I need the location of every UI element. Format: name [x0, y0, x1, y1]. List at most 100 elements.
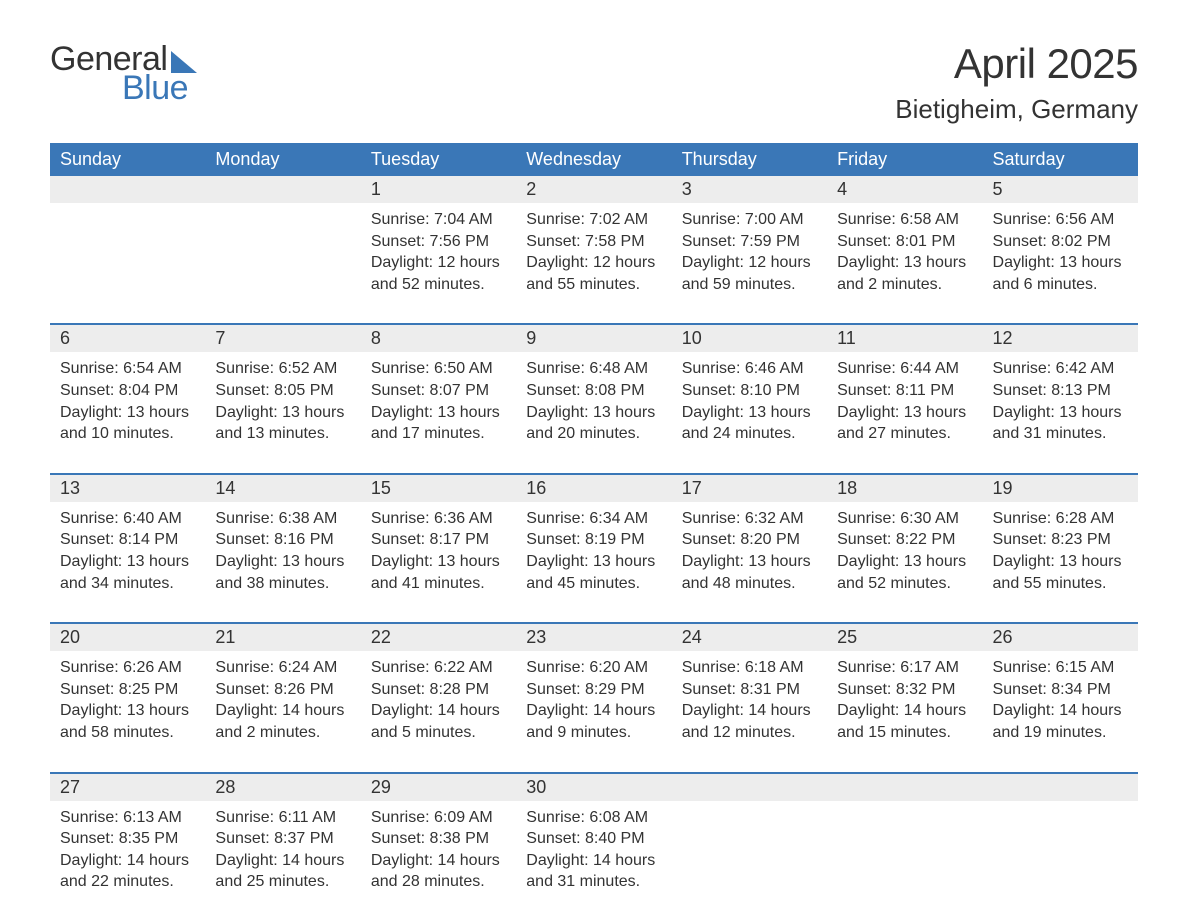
sunset-text: Sunset: 8:17 PM	[371, 529, 506, 551]
day-number: 27	[50, 773, 205, 801]
sunrise-text: Sunrise: 6:36 AM	[371, 508, 506, 530]
dl2-text: and 25 minutes.	[215, 871, 350, 893]
day-detail-row: Sunrise: 6:54 AMSunset: 8:04 PMDaylight:…	[50, 352, 1138, 473]
sunrise-text: Sunrise: 6:44 AM	[837, 358, 972, 380]
sunset-text: Sunset: 8:37 PM	[215, 828, 350, 850]
sunrise-text: Sunrise: 6:32 AM	[682, 508, 817, 530]
day-number: 6	[50, 324, 205, 352]
dl1-text: Daylight: 13 hours	[215, 551, 350, 573]
day-detail-cell: Sunrise: 6:36 AMSunset: 8:17 PMDaylight:…	[361, 502, 516, 623]
dl2-text: and 38 minutes.	[215, 573, 350, 595]
day-number: 4	[827, 176, 982, 203]
dl2-text: and 2 minutes.	[215, 722, 350, 744]
day-number: 15	[361, 474, 516, 502]
day-number: 28	[205, 773, 360, 801]
day-number-row: 20212223242526	[50, 623, 1138, 651]
dl1-text: Daylight: 14 hours	[526, 700, 661, 722]
dl1-text: Daylight: 13 hours	[837, 402, 972, 424]
dl2-text: and 55 minutes.	[993, 573, 1128, 595]
sunrise-text: Sunrise: 6:18 AM	[682, 657, 817, 679]
dl2-text: and 31 minutes.	[526, 871, 661, 893]
day-detail-cell	[983, 801, 1138, 921]
day-number: 13	[50, 474, 205, 502]
sunset-text: Sunset: 8:20 PM	[682, 529, 817, 551]
day-detail-cell	[50, 203, 205, 324]
sunset-text: Sunset: 8:01 PM	[837, 231, 972, 253]
day-detail-cell: Sunrise: 6:08 AMSunset: 8:40 PMDaylight:…	[516, 801, 671, 921]
day-number: 3	[672, 176, 827, 203]
sunrise-text: Sunrise: 6:52 AM	[215, 358, 350, 380]
dl2-text: and 59 minutes.	[682, 274, 817, 296]
sunset-text: Sunset: 8:29 PM	[526, 679, 661, 701]
sunset-text: Sunset: 8:32 PM	[837, 679, 972, 701]
col-saturday: Saturday	[983, 143, 1138, 176]
dl1-text: Daylight: 13 hours	[60, 402, 195, 424]
day-number: 18	[827, 474, 982, 502]
day-detail-cell: Sunrise: 6:22 AMSunset: 8:28 PMDaylight:…	[361, 651, 516, 772]
sunset-text: Sunset: 8:16 PM	[215, 529, 350, 551]
day-detail-cell: Sunrise: 6:40 AMSunset: 8:14 PMDaylight:…	[50, 502, 205, 623]
dl2-text: and 52 minutes.	[371, 274, 506, 296]
day-number	[205, 176, 360, 203]
dl2-text: and 48 minutes.	[682, 573, 817, 595]
day-detail-cell: Sunrise: 6:15 AMSunset: 8:34 PMDaylight:…	[983, 651, 1138, 772]
sunrise-text: Sunrise: 6:17 AM	[837, 657, 972, 679]
dl2-text: and 28 minutes.	[371, 871, 506, 893]
sunset-text: Sunset: 7:59 PM	[682, 231, 817, 253]
day-number: 7	[205, 324, 360, 352]
sunset-text: Sunset: 8:34 PM	[993, 679, 1128, 701]
sunset-text: Sunset: 8:04 PM	[60, 380, 195, 402]
dl2-text: and 55 minutes.	[526, 274, 661, 296]
day-detail-cell: Sunrise: 6:42 AMSunset: 8:13 PMDaylight:…	[983, 352, 1138, 473]
sunset-text: Sunset: 7:58 PM	[526, 231, 661, 253]
header: General Blue April 2025 Bietigheim, Germ…	[50, 40, 1138, 125]
day-number: 1	[361, 176, 516, 203]
sunrise-text: Sunrise: 6:09 AM	[371, 807, 506, 829]
dl2-text: and 13 minutes.	[215, 423, 350, 445]
day-detail-cell: Sunrise: 6:58 AMSunset: 8:01 PMDaylight:…	[827, 203, 982, 324]
dl1-text: Daylight: 13 hours	[60, 551, 195, 573]
month-title: April 2025	[895, 40, 1138, 88]
sunrise-text: Sunrise: 7:02 AM	[526, 209, 661, 231]
day-detail-cell: Sunrise: 6:56 AMSunset: 8:02 PMDaylight:…	[983, 203, 1138, 324]
sunrise-text: Sunrise: 6:50 AM	[371, 358, 506, 380]
day-detail-cell: Sunrise: 6:54 AMSunset: 8:04 PMDaylight:…	[50, 352, 205, 473]
dl1-text: Daylight: 12 hours	[682, 252, 817, 274]
day-detail-cell: Sunrise: 6:17 AMSunset: 8:32 PMDaylight:…	[827, 651, 982, 772]
day-number: 21	[205, 623, 360, 651]
dl2-text: and 31 minutes.	[993, 423, 1128, 445]
day-detail-cell: Sunrise: 6:28 AMSunset: 8:23 PMDaylight:…	[983, 502, 1138, 623]
day-number	[672, 773, 827, 801]
sunrise-text: Sunrise: 6:48 AM	[526, 358, 661, 380]
dl2-text: and 27 minutes.	[837, 423, 972, 445]
dl1-text: Daylight: 13 hours	[371, 551, 506, 573]
day-number	[983, 773, 1138, 801]
dl2-text: and 24 minutes.	[682, 423, 817, 445]
dl1-text: Daylight: 12 hours	[371, 252, 506, 274]
dl2-text: and 20 minutes.	[526, 423, 661, 445]
day-detail-cell: Sunrise: 7:00 AMSunset: 7:59 PMDaylight:…	[672, 203, 827, 324]
day-number: 11	[827, 324, 982, 352]
dl1-text: Daylight: 13 hours	[215, 402, 350, 424]
sunrise-text: Sunrise: 6:15 AM	[993, 657, 1128, 679]
dl2-text: and 58 minutes.	[60, 722, 195, 744]
day-detail-cell	[827, 801, 982, 921]
sunrise-text: Sunrise: 6:24 AM	[215, 657, 350, 679]
dl1-text: Daylight: 14 hours	[215, 700, 350, 722]
sunrise-text: Sunrise: 6:11 AM	[215, 807, 350, 829]
day-detail-row: Sunrise: 7:04 AMSunset: 7:56 PMDaylight:…	[50, 203, 1138, 324]
dl2-text: and 5 minutes.	[371, 722, 506, 744]
col-monday: Monday	[205, 143, 360, 176]
day-number: 26	[983, 623, 1138, 651]
sunset-text: Sunset: 8:22 PM	[837, 529, 972, 551]
sunset-text: Sunset: 8:10 PM	[682, 380, 817, 402]
day-detail-cell: Sunrise: 6:52 AMSunset: 8:05 PMDaylight:…	[205, 352, 360, 473]
day-number: 29	[361, 773, 516, 801]
sunrise-text: Sunrise: 6:26 AM	[60, 657, 195, 679]
day-detail-cell: Sunrise: 6:50 AMSunset: 8:07 PMDaylight:…	[361, 352, 516, 473]
dl1-text: Daylight: 14 hours	[837, 700, 972, 722]
day-number: 9	[516, 324, 671, 352]
sunrise-text: Sunrise: 6:38 AM	[215, 508, 350, 530]
sunrise-text: Sunrise: 6:42 AM	[993, 358, 1128, 380]
sunrise-text: Sunrise: 6:28 AM	[993, 508, 1128, 530]
